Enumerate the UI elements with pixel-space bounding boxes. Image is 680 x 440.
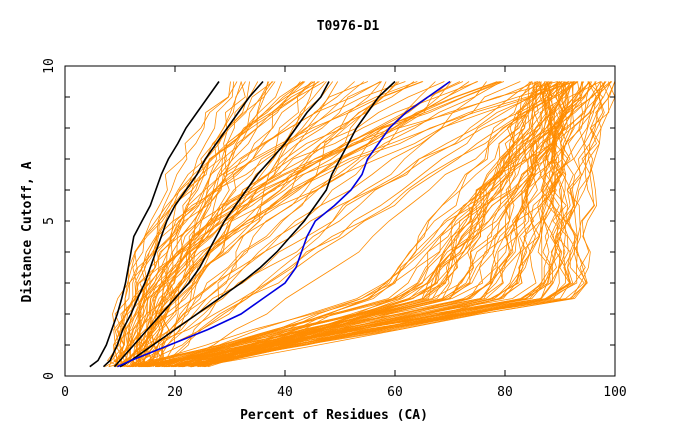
reference-model-line (192, 81, 566, 368)
reference-model-line (139, 81, 451, 368)
reference-model-line (129, 81, 565, 368)
reference-model-line (158, 81, 560, 368)
reference-model-line (164, 81, 583, 368)
x-axis-ticks: 0 20 40 60 80 100 (61, 66, 627, 400)
highlight-model-line (113, 81, 330, 368)
reference-model-line (202, 81, 546, 368)
reference-model-line (107, 81, 316, 368)
reference-model-line (139, 81, 575, 368)
reference-model-line (164, 81, 597, 368)
y-tick-label: 10 (42, 58, 57, 74)
reference-model-line (121, 81, 312, 367)
highlight-model-lines (89, 80, 396, 368)
reference-model-line (162, 81, 314, 367)
reference-model-line (197, 81, 552, 368)
reference-model-line (117, 81, 423, 367)
reference-model-line (113, 81, 304, 368)
y-tick-label: 5 (42, 217, 57, 225)
reference-model-line (156, 81, 315, 368)
reference-model-line (129, 81, 538, 367)
reference-model-line (135, 81, 259, 368)
reference-model-line (178, 81, 612, 368)
reference-model-line (204, 81, 612, 368)
reference-model-line (132, 81, 606, 368)
highlight-model-line (89, 81, 220, 368)
reference-model-line (119, 81, 558, 367)
reference-model-line (119, 81, 501, 367)
reference-model-line (123, 81, 242, 367)
x-tick-label: 0 (61, 385, 69, 400)
reference-model-line (197, 81, 588, 368)
reference-model-line (143, 81, 355, 367)
y-axis-ticks: 0 5 10 (42, 58, 615, 380)
highlight-model-line (102, 80, 264, 368)
reference-model-line (126, 81, 575, 368)
reference-model-line (156, 81, 602, 368)
reference-model-line (143, 81, 334, 368)
reference-model-line (113, 81, 320, 368)
reference-model-line (183, 81, 552, 368)
reference-model-line (161, 81, 597, 368)
reference-model-line (152, 81, 301, 367)
reference-model-line (140, 81, 398, 367)
reference-model-lines (104, 81, 616, 368)
selected-model-line (116, 80, 451, 368)
reference-model-line (113, 81, 461, 367)
reference-model-line (159, 81, 613, 368)
reference-model-line (140, 81, 582, 368)
reference-model-line (133, 81, 579, 368)
reference-model-line (108, 81, 387, 368)
reference-model-line (182, 81, 563, 368)
x-axis-label: Percent of Residues (CA) (240, 408, 428, 423)
reference-model-line (142, 81, 563, 367)
y-tick-label: 0 (42, 372, 57, 380)
x-tick-label: 60 (387, 385, 403, 400)
reference-model-line (190, 81, 573, 368)
chart-title: T0976-D1 (317, 19, 380, 34)
highlight-model-line (119, 80, 396, 368)
reference-model-line (148, 81, 550, 367)
reference-model-line (113, 81, 325, 367)
reference-model-line (125, 81, 305, 367)
reference-model-line (157, 81, 339, 368)
reference-model-line (135, 81, 231, 367)
x-tick-label: 40 (277, 385, 293, 400)
reference-model-line (141, 81, 552, 368)
reference-model-line (207, 81, 597, 368)
reference-model-line (157, 81, 585, 368)
reference-model-line (127, 81, 563, 368)
x-tick-label: 20 (167, 385, 183, 400)
y-axis-label: Distance Cutoff, A (20, 161, 35, 302)
reference-model-line (151, 81, 575, 367)
reference-model-line (108, 81, 445, 367)
reference-model-line (147, 81, 574, 368)
x-tick-label: 100 (603, 385, 626, 400)
selected-model-series (116, 80, 451, 368)
reference-model-line (145, 81, 588, 368)
x-tick-label: 80 (497, 385, 513, 400)
reference-model-line (117, 81, 578, 368)
reference-model-line (198, 81, 591, 368)
